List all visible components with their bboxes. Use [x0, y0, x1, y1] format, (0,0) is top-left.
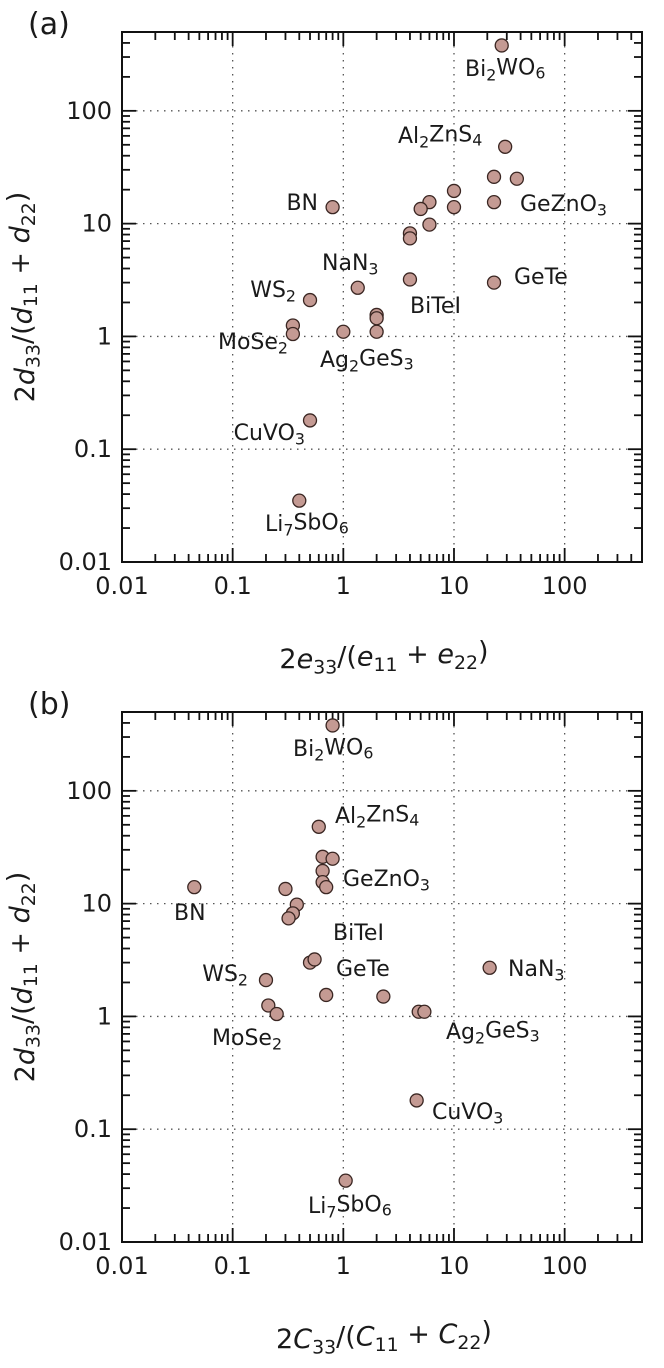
- label-bitei: BiTeI: [333, 921, 384, 946]
- label-nan3: NaN3: [322, 251, 378, 278]
- label-ws2: WS2: [250, 278, 296, 305]
- x-tick-label: 100: [542, 572, 588, 600]
- data-point: [302, 413, 318, 428]
- y-tick-label: 1: [97, 322, 112, 350]
- data-point: [302, 292, 318, 308]
- data-point: [417, 1004, 432, 1019]
- x-tick-label: 0.1: [214, 572, 252, 600]
- label-li7sbo6: Li7SbO6: [265, 510, 349, 539]
- data-point: [409, 1093, 424, 1108]
- label-gete: GeTe: [514, 265, 568, 290]
- panel-label: (a): [28, 7, 70, 42]
- y-axis-title: 2d33/(d11 + d22): [3, 872, 45, 1083]
- y-tick-label: 10: [81, 210, 112, 238]
- data-point: [285, 326, 301, 342]
- label-gete: GeTe: [336, 957, 390, 982]
- label-geznO3: GeZnO3: [520, 192, 607, 219]
- data-point: [422, 217, 437, 232]
- panel-label: (b): [28, 687, 70, 722]
- y-tick-label: 0.01: [59, 548, 112, 576]
- data-point: [319, 987, 334, 1003]
- label-al2zns4: Al2ZnS4: [398, 122, 482, 151]
- data-point: [498, 139, 513, 154]
- data-point: [311, 819, 326, 834]
- data-point: [325, 718, 340, 733]
- data-point: [187, 879, 202, 895]
- data-point: [292, 493, 307, 508]
- label-ag2ges3: Ag2GeS3: [320, 346, 414, 375]
- panel-b: 0.01 0.1 1 10 100 0.01 0.1 1 10 100 Bi2WO6 Al2ZnS4 G…: [3, 687, 643, 1359]
- data-point: [338, 1173, 353, 1188]
- x-axis-title: 2C33/(C11 + C22): [276, 1317, 492, 1359]
- y-tick-label: 0.01: [59, 1228, 112, 1256]
- plot-frame: [121, 711, 643, 1243]
- label-mose2: MoSe2: [218, 330, 288, 357]
- x-tick-label: 0.01: [95, 1252, 148, 1280]
- y-tick-label: 100: [66, 777, 112, 805]
- data-point: [486, 195, 502, 210]
- data-point: [369, 324, 384, 339]
- data-point: [509, 171, 525, 186]
- data-point: [413, 201, 428, 217]
- data-point: [261, 998, 276, 1013]
- label-nan3: NaN3: [508, 957, 564, 984]
- data-point: [350, 280, 365, 295]
- label-bi2wo6: Bi2WO6: [293, 735, 373, 764]
- plot-frame: [121, 31, 643, 563]
- data-point: [281, 911, 296, 926]
- label-li7sbo6: Li7SbO6: [308, 1192, 392, 1221]
- label-mose2: MoSe2: [212, 1026, 282, 1053]
- label-cuvo3: CuVO3: [234, 421, 305, 448]
- label-cuvo3: CuVO3: [432, 1100, 503, 1127]
- y-tick-label: 0.1: [74, 435, 112, 463]
- y-tick-label: 0.1: [74, 1115, 112, 1143]
- data-point: [336, 324, 351, 339]
- data-point: [325, 199, 340, 215]
- data-point: [494, 38, 509, 53]
- label-geznO3: GeZnO3: [343, 867, 430, 894]
- data-point: [402, 231, 418, 246]
- data-point: [446, 199, 462, 215]
- data-point: [482, 960, 497, 975]
- x-tick-label: 1: [336, 1252, 351, 1280]
- x-tick-label: 100: [542, 1252, 588, 1280]
- x-axis-title: 2e33/(e11 + e22): [279, 637, 488, 679]
- data-point: [402, 272, 418, 287]
- x-tick-label: 1: [336, 572, 351, 600]
- data-point: [307, 952, 322, 967]
- panel-a: 0.01 0.1 1 10 100 0.01 0.1 1 10 100 Bi2WO6 Al2ZnS4 B…: [3, 7, 643, 679]
- data-point: [278, 881, 293, 897]
- label-bi2wo6: Bi2WO6: [465, 55, 545, 84]
- data-point: [319, 879, 334, 895]
- label-bitei: BiTeI: [410, 294, 461, 319]
- x-tick-label: 0.1: [214, 1252, 252, 1280]
- x-tick-label: 10: [439, 1252, 470, 1280]
- label-bn: BN: [286, 191, 318, 216]
- label-ag2ges3: Ag2GeS3: [446, 1018, 540, 1047]
- data-point: [486, 275, 502, 290]
- data-point: [486, 169, 502, 184]
- data-point: [369, 311, 384, 326]
- label-ws2: WS2: [202, 962, 248, 989]
- label-bn: BN: [174, 901, 206, 926]
- data-point: [269, 1006, 284, 1022]
- y-tick-label: 1: [97, 1002, 112, 1030]
- data-point: [258, 972, 274, 988]
- data-point: [446, 183, 462, 199]
- y-tick-label: 100: [66, 97, 112, 125]
- x-tick-label: 10: [439, 572, 470, 600]
- data-point: [325, 851, 340, 866]
- y-tick-label: 10: [81, 890, 112, 918]
- label-al2zns4: Al2ZnS4: [335, 802, 419, 831]
- x-tick-label: 0.01: [95, 572, 148, 600]
- y-axis-title: 2d33/(d11 + d22): [3, 192, 45, 403]
- data-point: [376, 989, 391, 1004]
